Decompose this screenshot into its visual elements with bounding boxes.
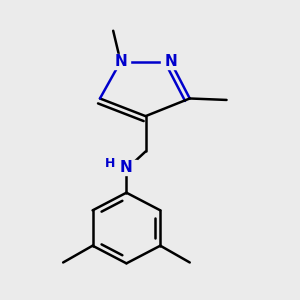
Text: N: N [164, 54, 177, 69]
Text: N: N [114, 54, 127, 69]
Bar [161, 54, 180, 69]
Bar [118, 160, 137, 175]
Text: N: N [120, 160, 133, 175]
Text: H: H [105, 157, 116, 170]
Bar [111, 54, 130, 69]
